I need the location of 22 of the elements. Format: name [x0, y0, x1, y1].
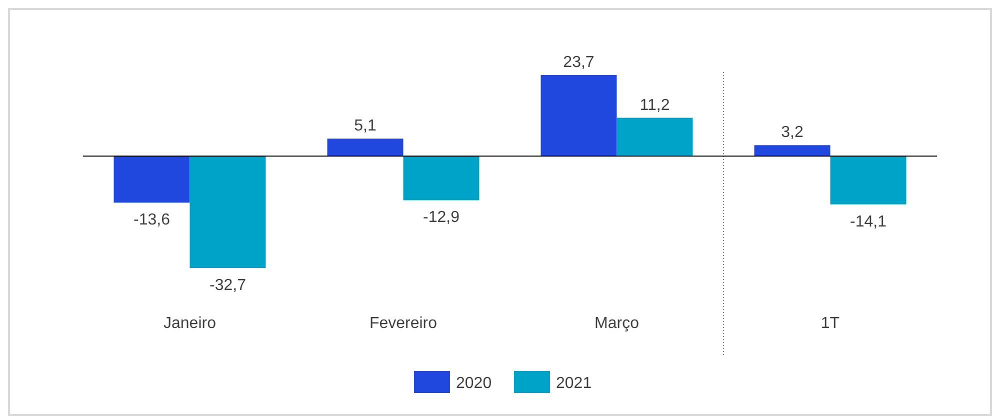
- data-label: 23,7: [563, 54, 594, 71]
- bar: [540, 75, 617, 156]
- data-label: -13,6: [134, 212, 170, 229]
- x-tick-label: Janeiro: [164, 315, 216, 332]
- data-label: -12,9: [423, 209, 460, 226]
- legend-label: 2020: [456, 375, 492, 392]
- bar: [830, 156, 906, 204]
- bar: [616, 118, 693, 156]
- x-tick-label: Março: [594, 315, 640, 332]
- data-label: 11,2: [640, 96, 670, 114]
- bar: [114, 156, 190, 203]
- legend-label: 2021: [556, 375, 592, 392]
- x-tick-label: Fevereiro: [369, 315, 438, 332]
- bar: [403, 156, 480, 200]
- data-label: -14,1: [850, 213, 887, 230]
- bar: [190, 156, 266, 268]
- data-label: 3,2: [781, 124, 804, 142]
- bar: [327, 138, 404, 156]
- data-label: -32,7: [210, 277, 246, 294]
- data-label: 5,1: [354, 118, 376, 135]
- x-tick-label: 1T: [820, 315, 840, 332]
- bar: [754, 145, 830, 156]
